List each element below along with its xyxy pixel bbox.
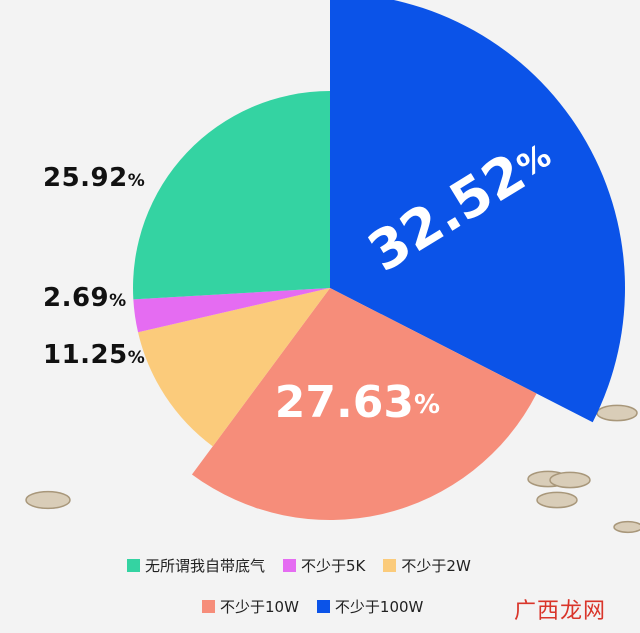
legend-item-100w: 不少于100W bbox=[316, 596, 424, 617]
value-label-11-25: 11.25% bbox=[43, 340, 146, 370]
legend-swatch bbox=[202, 600, 215, 613]
coin-icon bbox=[596, 404, 638, 422]
value-label-2-69: 2.69% bbox=[43, 283, 127, 313]
coin-icon bbox=[25, 490, 71, 510]
legend-label: 不少于5K bbox=[301, 557, 366, 575]
pie-slice-3 bbox=[191, 288, 537, 520]
legend-swatch bbox=[127, 559, 140, 572]
pie-slice-0 bbox=[133, 91, 330, 300]
legend-label: 不少于10W bbox=[220, 598, 299, 616]
coin-icon bbox=[613, 520, 640, 534]
pie-slice-1 bbox=[133, 288, 330, 333]
coin-icon bbox=[549, 471, 591, 489]
legend-label: 不少于2W bbox=[401, 557, 471, 575]
legend-label: 不少于100W bbox=[334, 598, 424, 616]
legend-swatch bbox=[316, 600, 330, 613]
legend-row-2: 不少于10W 不少于100W bbox=[202, 596, 441, 617]
value-label-25-92: 25.92% bbox=[43, 163, 146, 193]
pie-slices bbox=[133, 0, 626, 520]
legend-item-2w: 不少于2W bbox=[383, 555, 471, 576]
pie-slice-2 bbox=[138, 288, 330, 447]
legend-item-5k: 不少于5K bbox=[283, 555, 365, 576]
legend-label: 无所谓我自带底气 bbox=[145, 557, 266, 575]
watermark-logo: 广西龙网 bbox=[513, 599, 606, 624]
legend-swatch bbox=[283, 559, 297, 572]
inner-value-label-3: 27.63% bbox=[275, 377, 440, 428]
legend-swatch bbox=[383, 559, 397, 572]
coin-decorations bbox=[25, 404, 640, 534]
coin-icon bbox=[536, 491, 578, 509]
legend-row-1: 无所谓我自带底气 不少于5K 不少于2W bbox=[127, 555, 489, 576]
legend-item-10w: 不少于10W bbox=[202, 596, 299, 617]
pie-slice-4 bbox=[330, 0, 626, 423]
legend-item-no-matter: 无所谓我自带底气 bbox=[127, 555, 265, 576]
